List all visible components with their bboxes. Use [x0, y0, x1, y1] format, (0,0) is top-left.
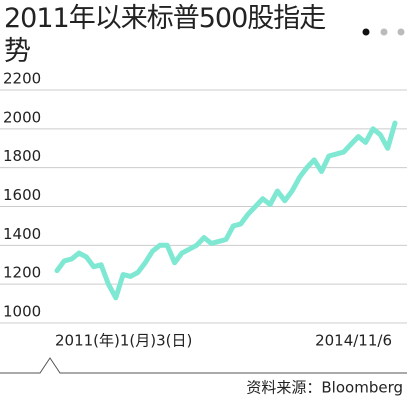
x-tick-label: 2014/11/6: [315, 332, 392, 350]
y-tick-label: 2200: [3, 70, 41, 88]
carousel-dot[interactable]: [362, 28, 370, 36]
timeline-marker: [0, 357, 407, 374]
y-tick-label: 1200: [3, 264, 41, 282]
x-tick-label: 2011(年)1(月)3(日): [55, 332, 192, 350]
chart-title: 2011年以来标普500股指走势: [4, 3, 326, 67]
y-tick-label: 1600: [3, 186, 41, 204]
y-tick-label: 1000: [3, 303, 41, 321]
source-note: 资料来源：Bloomberg: [246, 379, 403, 397]
y-tick-label: 1800: [3, 147, 41, 165]
y-tick-label: 2000: [3, 108, 41, 126]
carousel-dot[interactable]: [397, 28, 405, 36]
carousel-dot[interactable]: [380, 28, 388, 36]
line: [54, 120, 398, 301]
y-tick-label: 1400: [3, 225, 41, 243]
